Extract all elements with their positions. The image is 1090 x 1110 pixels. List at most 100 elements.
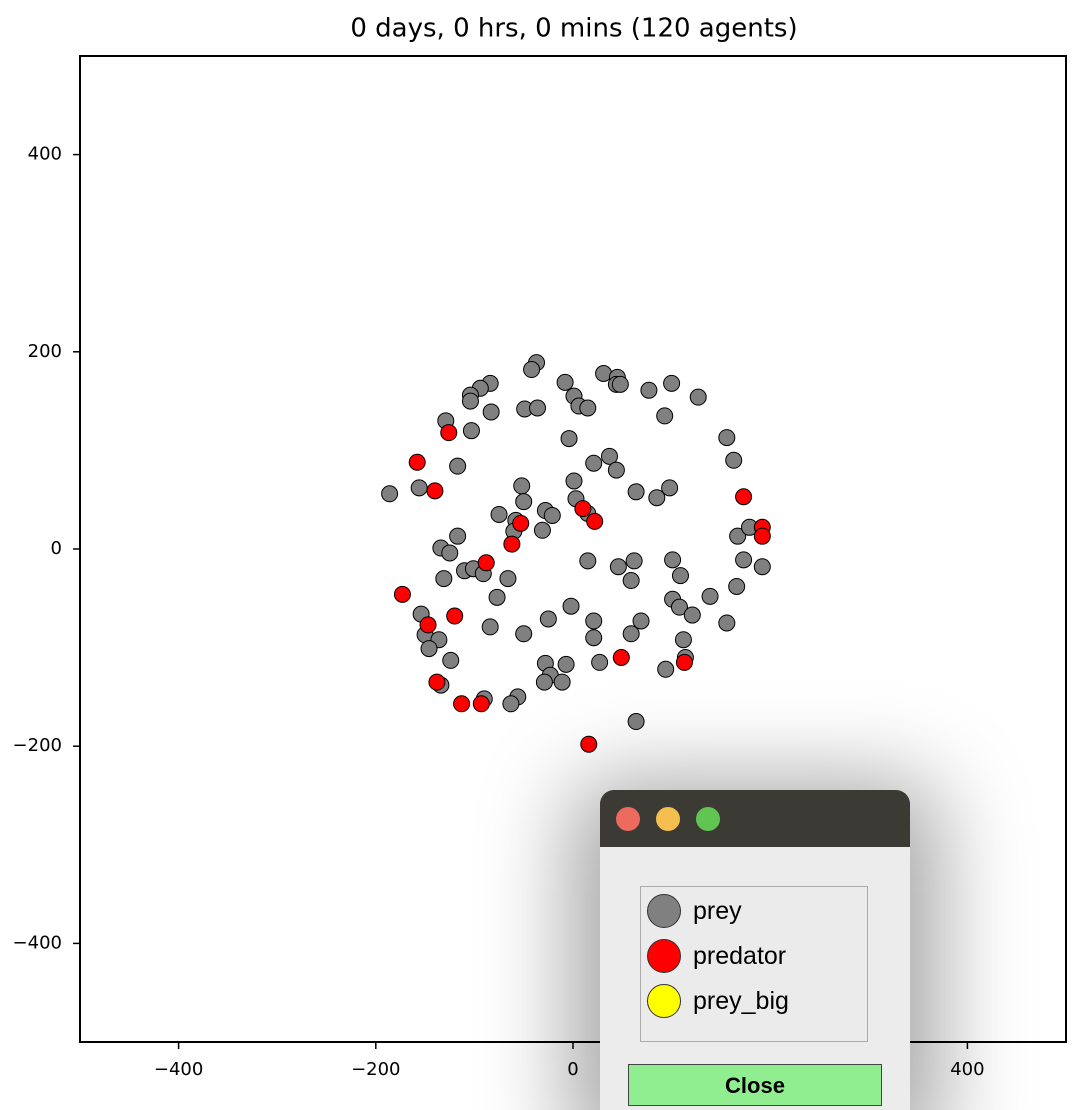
- agent-point: [393, 585, 411, 603]
- agent-point: [529, 399, 547, 417]
- agent-point: [611, 375, 629, 393]
- agent-point: [515, 625, 533, 643]
- agent-point: [674, 631, 692, 649]
- legend-label: prey_big: [693, 986, 789, 1015]
- agent-point: [535, 673, 553, 691]
- y-tick-label: 0: [51, 538, 62, 559]
- y-tick-label: −400: [13, 932, 62, 953]
- x-tick-label: 0: [567, 1059, 578, 1080]
- agent-point: [753, 527, 771, 545]
- agent-point: [512, 514, 530, 532]
- agent-point: [442, 651, 460, 669]
- agent-point: [488, 588, 506, 606]
- minimize-dot[interactable]: [656, 807, 680, 831]
- agent-point: [410, 479, 428, 497]
- agent-point: [562, 597, 580, 615]
- agent-point: [627, 713, 645, 731]
- agent-point: [753, 558, 771, 576]
- agent-point: [560, 430, 578, 448]
- agent-point: [625, 552, 643, 570]
- agent-point: [671, 567, 689, 585]
- agent-point: [574, 500, 592, 518]
- agent-point: [735, 551, 753, 569]
- agent-point: [612, 648, 630, 666]
- agent-point: [553, 673, 571, 691]
- legend-window: prey predator prey_big Close: [600, 790, 910, 1110]
- legend-swatch: [647, 939, 681, 973]
- y-tick-label: −200: [13, 735, 62, 756]
- agent-point: [490, 505, 508, 523]
- agent-point: [657, 660, 675, 678]
- agent-point: [543, 506, 561, 524]
- agent-point: [435, 570, 453, 588]
- agent-point: [622, 572, 640, 590]
- agent-point: [557, 655, 575, 673]
- legend: prey predator prey_big: [640, 886, 868, 1042]
- agent-point: [440, 424, 458, 442]
- x-tick-label: −200: [351, 1059, 400, 1080]
- legend-swatch: [647, 984, 681, 1018]
- agent-point: [461, 392, 479, 410]
- y-tick-label: 400: [28, 144, 62, 165]
- close-button[interactable]: Close: [628, 1064, 882, 1106]
- agent-point: [533, 521, 551, 539]
- agent-point: [718, 429, 736, 447]
- agent-point: [632, 612, 650, 630]
- agent-point: [503, 535, 521, 553]
- agent-point: [725, 451, 743, 469]
- agent-point: [718, 614, 736, 632]
- agent-point: [607, 461, 625, 479]
- agent-point: [539, 610, 557, 628]
- agent-point: [446, 607, 464, 625]
- agent-point: [481, 618, 499, 636]
- agent-point: [579, 399, 597, 417]
- agent-point: [585, 454, 603, 472]
- x-tick-label: 400: [950, 1059, 984, 1080]
- agent-point: [622, 625, 640, 643]
- zoom-dot[interactable]: [696, 807, 720, 831]
- legend-label: predator: [693, 941, 787, 970]
- agent-point: [499, 570, 517, 588]
- x-tick-label: −400: [154, 1059, 203, 1080]
- agent-point: [648, 489, 666, 507]
- agent-point: [585, 629, 603, 647]
- agent-point: [663, 374, 681, 392]
- agent-point: [701, 587, 719, 605]
- agent-point: [515, 493, 533, 511]
- agent-point: [656, 407, 674, 425]
- agent-point: [728, 577, 746, 595]
- agent-point: [477, 554, 495, 572]
- legend-item: predator: [647, 938, 786, 974]
- close-dot[interactable]: [616, 807, 640, 831]
- agent-point: [513, 477, 531, 495]
- agent-point: [408, 453, 426, 471]
- agent-point: [735, 488, 753, 506]
- agent-point: [472, 695, 490, 713]
- agent-point: [428, 673, 446, 691]
- agent-point: [426, 482, 444, 500]
- agent-point: [449, 527, 467, 545]
- legend-swatch: [647, 894, 681, 928]
- legend-item: prey: [647, 893, 742, 929]
- agent-point: [675, 653, 693, 671]
- agent-point: [523, 361, 541, 379]
- agent-point: [502, 695, 520, 713]
- agent-point: [670, 598, 688, 616]
- agent-point: [683, 606, 701, 624]
- title-bar: [600, 790, 910, 847]
- agent-point: [462, 422, 480, 440]
- chart-title: 0 days, 0 hrs, 0 mins (120 agents): [350, 14, 797, 44]
- agent-point: [580, 735, 598, 753]
- agent-point: [556, 373, 574, 391]
- legend-item: prey_big: [647, 983, 789, 1019]
- agent-point: [565, 472, 583, 490]
- plot-frame: [79, 55, 1067, 1043]
- agent-point: [579, 552, 597, 570]
- agent-point: [640, 381, 658, 399]
- agent-point: [381, 485, 399, 503]
- agent-point: [600, 447, 618, 465]
- agent-point: [482, 403, 500, 421]
- agent-point: [664, 551, 682, 569]
- agent-point: [420, 640, 438, 658]
